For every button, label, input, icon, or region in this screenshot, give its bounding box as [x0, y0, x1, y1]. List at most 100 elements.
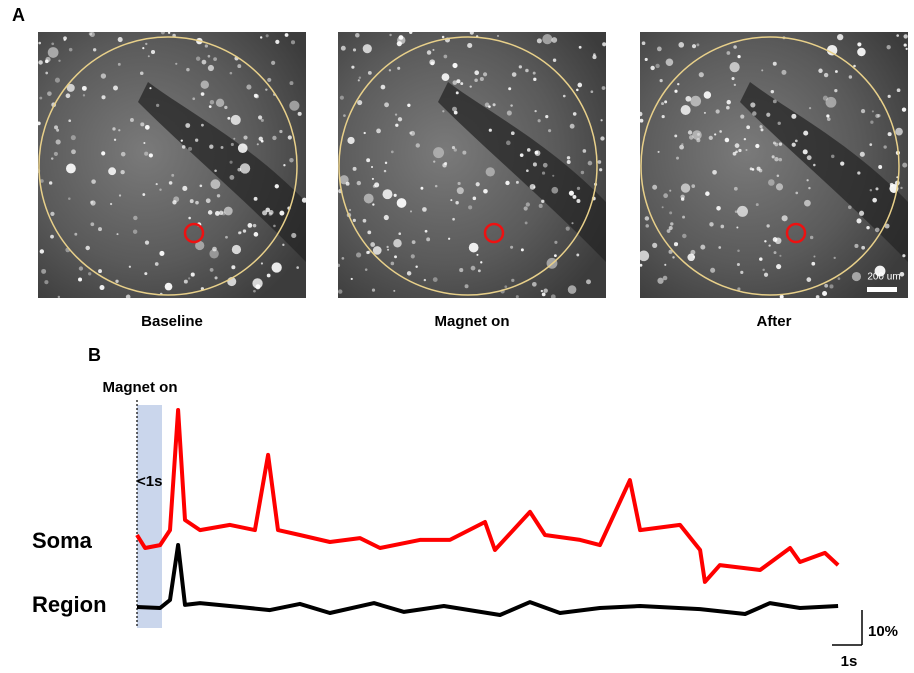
cell-speck [902, 254, 906, 258]
cell-speck [398, 232, 402, 236]
dark-band [438, 82, 606, 262]
cell-speck [567, 285, 577, 294]
cell-speck [253, 93, 258, 98]
cell-speck [578, 45, 582, 49]
cell-speck [394, 113, 398, 116]
cell-speck [538, 203, 543, 208]
cell-speck [484, 102, 490, 108]
cell-speck [390, 261, 395, 266]
cell-speck [668, 249, 673, 254]
cell-speck [848, 75, 853, 79]
cell-speck [432, 48, 435, 51]
cell-speck [186, 67, 190, 72]
cell-speck [680, 197, 685, 201]
cell-speck [587, 160, 593, 166]
cell-speck [781, 69, 787, 75]
cell-speck [224, 105, 228, 110]
cell-speck [476, 253, 479, 256]
cell-speck [590, 90, 594, 94]
cell-speck [871, 110, 874, 113]
cell-speck [552, 58, 557, 62]
cell-speck [432, 277, 438, 282]
cell-speck [737, 205, 748, 217]
cell-speck [751, 168, 755, 171]
cell-speck [132, 229, 138, 234]
cell-speck [50, 211, 55, 217]
cell-speck [167, 31, 171, 34]
cell-speck [551, 37, 558, 43]
cell-speck [218, 210, 224, 215]
cell-speck [734, 143, 740, 149]
cell-speck [415, 143, 420, 148]
cell-speck [201, 59, 207, 65]
cell-speck [142, 47, 145, 50]
cell-speck [673, 242, 679, 247]
cell-speck [395, 123, 399, 127]
cell-speck [237, 64, 242, 69]
cell-speck [878, 165, 883, 169]
cell-speck [565, 226, 570, 231]
cell-speck [388, 69, 392, 72]
cell-speck [115, 279, 119, 283]
cell-speck [541, 199, 545, 204]
cell-speck [352, 166, 357, 171]
cell-speck [541, 292, 546, 297]
cell-speck [856, 218, 862, 224]
cell-speck [229, 160, 233, 164]
cell-speck [710, 267, 716, 273]
cell-speck [356, 252, 362, 258]
cell-speck [887, 94, 891, 98]
cell-speck [456, 187, 464, 195]
cell-speck [66, 83, 75, 92]
cell-speck [433, 160, 436, 163]
scale-label-y: 10% [868, 623, 898, 640]
cell-speck [637, 111, 643, 117]
cell-speck [430, 61, 435, 66]
cell-speck [41, 268, 47, 274]
cell-speck [597, 160, 602, 164]
cell-speck [336, 263, 341, 268]
cell-speck [822, 290, 828, 296]
cell-speck [659, 79, 663, 83]
cell-speck [679, 144, 685, 150]
cell-speck [406, 271, 412, 276]
cell-speck [761, 69, 764, 72]
roi-region [38, 36, 298, 296]
cell-speck [275, 39, 280, 44]
cell-speck [45, 56, 51, 63]
cell-speck [691, 44, 697, 49]
cell-speck [256, 143, 259, 146]
cell-speck [576, 88, 579, 92]
cell-speck [56, 128, 60, 132]
cell-speck [576, 186, 581, 190]
cell-speck [101, 95, 106, 100]
cell-speck [510, 131, 515, 136]
cell-speck [443, 54, 448, 59]
cell-speck [833, 256, 836, 260]
cell-speck [265, 207, 271, 213]
cell-speck [259, 36, 263, 39]
cell-speck [340, 45, 346, 51]
cell-speck [599, 168, 603, 172]
cell-speck [81, 85, 87, 91]
cell-speck [345, 181, 350, 186]
cell-speck [768, 244, 771, 247]
cell-speck [92, 48, 97, 52]
cell-speck [464, 284, 469, 289]
cell-speck [726, 51, 731, 55]
cell-speck [582, 149, 587, 153]
cell-speck [214, 210, 220, 216]
cell-speck [89, 31, 95, 37]
cell-speck [662, 275, 668, 281]
cell-speck [831, 154, 835, 159]
cell-speck [525, 202, 530, 207]
cell-speck [515, 180, 519, 184]
cell-speck [663, 193, 669, 199]
micrograph [637, 32, 908, 299]
cell-speck [901, 107, 907, 112]
cell-speck [262, 210, 268, 216]
cell-speck [352, 218, 356, 222]
cell-speck [541, 171, 546, 175]
cell-speck [195, 138, 199, 142]
trace-label: Region [32, 592, 107, 617]
